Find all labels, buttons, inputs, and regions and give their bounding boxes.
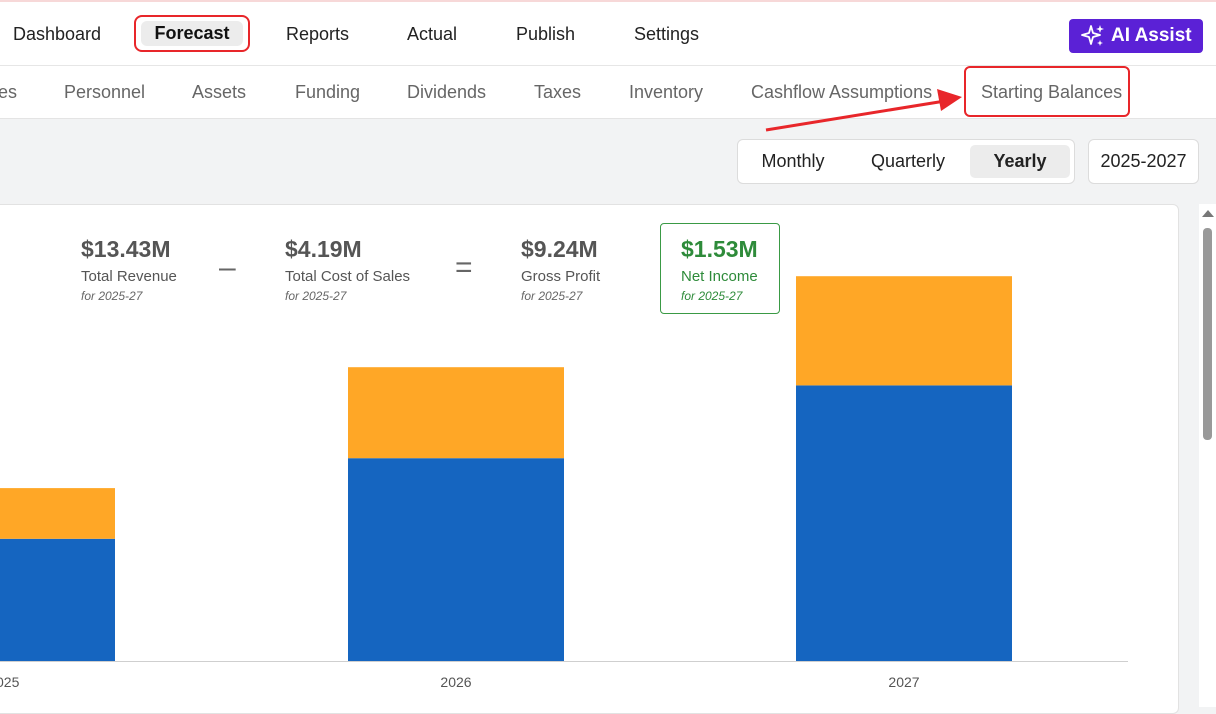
metric-value: $9.24M (521, 236, 598, 262)
scroll-up-arrow-icon[interactable] (1202, 210, 1214, 217)
ai-assist-label: AI Assist (1111, 25, 1192, 46)
metric-period: for 2025-27 (81, 289, 143, 303)
period-yearly[interactable]: Yearly (970, 145, 1070, 178)
period-selector: Monthly Quarterly Yearly (737, 139, 1075, 184)
subnav-inventory[interactable]: Inventory (629, 82, 704, 102)
metric-label: Total Revenue (81, 268, 177, 285)
nav-forecast-pill (141, 21, 243, 46)
subnav-funding[interactable]: Funding (295, 82, 361, 102)
metric-label: Net Income (681, 268, 758, 285)
subnav-assets[interactable]: Assets (192, 82, 247, 102)
x-tick-label: 2026 (440, 674, 471, 690)
metric-period: for 2025-27 (285, 289, 347, 303)
top-nav: Dashboard Forecast Reports Actual Publis… (0, 0, 1216, 66)
equals-operator: = (455, 251, 473, 284)
nav-forecast[interactable]: Forecast (134, 15, 250, 52)
highlight-box (964, 66, 1130, 117)
bar-2025-gross-profit[interactable] (0, 538, 115, 661)
bar-2025-cost-of-sales[interactable] (0, 488, 115, 539)
period-quarterly[interactable]: Quarterly (870, 151, 946, 171)
minus-operator: – (219, 251, 236, 284)
metric-net-income-content: $1.53M Net Income for 2025-27 (681, 236, 758, 303)
metric-value: $4.19M (285, 236, 362, 262)
bar-2026-cost-of-sales[interactable] (348, 367, 564, 459)
metric-total-cost-of-sales: $4.19M Total Cost of Sales for 2025-27 (285, 236, 410, 303)
metric-label: Total Cost of Sales (285, 268, 411, 285)
metric-value: $13.43M (81, 236, 171, 262)
bar-2026-gross-profit[interactable] (348, 458, 564, 661)
scrollbar-thumb[interactable] (1203, 228, 1212, 440)
nav-forecast-label: Forecast (154, 23, 230, 43)
subnav-item-truncated[interactable]: es (0, 82, 18, 102)
nav-settings[interactable]: Settings (634, 24, 700, 44)
subnav-cashflow-assumptions[interactable]: Cashflow Assumptions (751, 82, 933, 102)
metric-gross-profit: $9.24M Gross Profit for 2025-27 (521, 236, 600, 303)
metric-net-income[interactable]: $1.53M Net Income for 2025-27 (660, 223, 780, 314)
metric-label: Gross Profit (521, 268, 601, 285)
nav-reports[interactable]: Reports (286, 24, 350, 44)
metric-value: $1.53M (681, 236, 758, 262)
date-range-button[interactable]: 2025-2027 (1088, 139, 1199, 184)
period-monthly[interactable]: Monthly (761, 151, 825, 171)
ai-assist-button[interactable]: AI Assist (1069, 19, 1203, 53)
metric-period: for 2025-27 (521, 289, 583, 303)
nav-actual[interactable]: Actual (407, 24, 458, 44)
stacked-bar-chart: 025 2026 2027 (0, 276, 1128, 690)
metric-total-revenue: $13.43M Total Revenue for 2025-27 (81, 236, 177, 303)
nav-dashboard[interactable]: Dashboard (13, 24, 102, 44)
sub-nav: es Personnel Assets Funding Dividends Ta… (0, 66, 1216, 119)
subnav-starting-balances[interactable]: Starting Balances (981, 82, 1123, 102)
nav-publish[interactable]: Publish (516, 24, 576, 44)
x-tick-label: 2027 (888, 674, 919, 690)
bar-2027-cost-of-sales[interactable] (796, 276, 1012, 386)
subnav-personnel[interactable]: Personnel (64, 82, 146, 102)
metric-period: for 2025-27 (681, 289, 743, 303)
subnav-dividends[interactable]: Dividends (407, 82, 487, 102)
subnav-taxes[interactable]: Taxes (534, 82, 582, 102)
bar-2027-gross-profit[interactable] (796, 385, 1012, 661)
x-tick-label: 025 (0, 674, 20, 690)
sparkle-icon (1081, 25, 1104, 46)
